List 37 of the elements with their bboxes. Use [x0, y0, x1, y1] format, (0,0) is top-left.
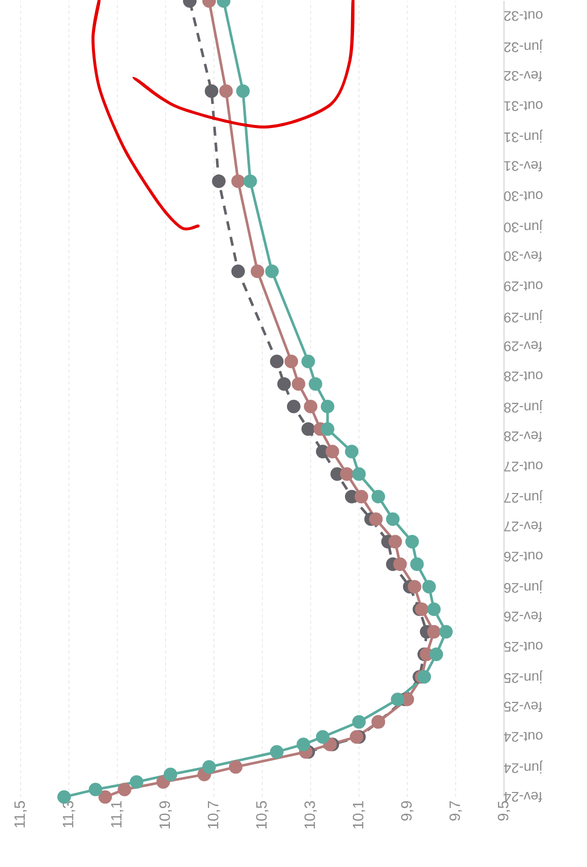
x-tick-label: 10,9 [159, 801, 172, 828]
y-tick-label: fev-31 [504, 161, 542, 172]
x-tick-label: 10,7 [208, 801, 220, 828]
y-tick-label: jun-31 [504, 130, 543, 143]
y-tick-label: fev-29 [504, 341, 542, 352]
y-tick-label: out-24 [504, 732, 542, 742]
x-tick-label: 11,5 [14, 801, 27, 828]
x-tick-label: 10,1 [352, 801, 366, 828]
y-tick-label: fev-27 [504, 522, 542, 532]
y-tick-label: out-30 [504, 191, 542, 202]
y-tick-label: out-28 [504, 372, 542, 382]
y-tick-label: jun-24 [504, 760, 543, 774]
y-tick-label: out-31 [504, 101, 542, 112]
y-tick-label: fev-24 [504, 792, 542, 802]
y-tick-label: out-32 [504, 11, 542, 21]
y-tick-label: jun-30 [504, 220, 543, 233]
y-tick-label: jun-27 [504, 490, 543, 504]
y-tick-label: fev-32 [504, 70, 542, 82]
x-tick-label: 9,9 [401, 801, 414, 821]
x-tick-label: 10,5 [256, 801, 268, 828]
y-tick-label: jun-32 [504, 40, 543, 53]
y-tick-label: fev-26 [504, 612, 542, 622]
y-tick-label: fev-28 [504, 431, 542, 442]
y-tick-label: jun-28 [504, 400, 543, 414]
y-tick-label: jun-29 [504, 310, 543, 323]
y-tick-label: fev-30 [504, 251, 542, 262]
y-tick-label: fev-25 [504, 702, 542, 712]
y-tick-label: jun-25 [504, 670, 543, 684]
x-tick-label: 10,3 [304, 801, 317, 828]
x-tick-label: 11,1 [111, 801, 124, 828]
y-tick-label: out-26 [504, 552, 542, 562]
y-tick-label: out-25 [504, 642, 542, 652]
x-tick-label: 9,7 [449, 801, 462, 821]
y-tick-label: out-29 [504, 281, 542, 292]
y-tick-label: jun-26 [504, 580, 543, 594]
x-tick-label: 9,5 [498, 801, 510, 821]
y-tick-label: out-27 [504, 462, 542, 472]
